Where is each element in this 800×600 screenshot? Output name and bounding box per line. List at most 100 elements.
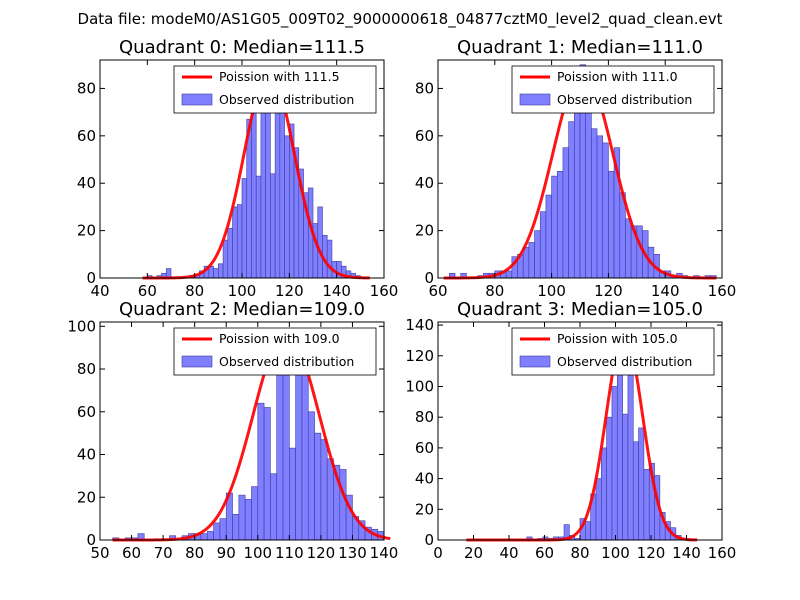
histogram-bar (317, 206, 323, 279)
y-tick-label: 20 (77, 488, 96, 506)
histogram-bar (320, 439, 328, 541)
quadrant-2-legend-bars-label: Observed distribution (219, 354, 354, 369)
quadrant-0-legend-bars-label: Observed distribution (219, 92, 354, 107)
histogram-bar (289, 447, 296, 541)
x-tick-label: 120 (637, 544, 666, 562)
y-tick-label: 20 (415, 222, 434, 240)
histogram-bar (622, 413, 629, 541)
x-tick-label: 100 (537, 282, 566, 300)
y-tick-label: 40 (415, 470, 434, 488)
histogram-bar (326, 458, 334, 541)
x-tick-label: 140 (651, 282, 680, 300)
y-tick-label: 0 (424, 531, 434, 549)
quadrant-1-title: Quadrant 1: Median=111.0 (457, 37, 703, 58)
y-tick-label: 40 (77, 446, 96, 464)
histogram-bar (257, 402, 265, 541)
x-tick-label: 140 (322, 282, 351, 300)
y-tick-label: 140 (405, 316, 434, 334)
x-tick-label: 50 (90, 544, 109, 562)
histogram-bar (251, 486, 259, 541)
quadrant-1-plot: Quadrant 1: Median=111.0 60 80 100 120 140 16… (415, 37, 736, 300)
axes-frame (437, 59, 723, 279)
histogram-bar (611, 386, 618, 541)
histogram-bar (284, 135, 290, 279)
histogram-bar (636, 225, 643, 279)
histogram-bar (263, 407, 271, 541)
quadrant-3-title: Quadrant 3: Median=105.0 (457, 299, 703, 320)
histogram-bar (585, 521, 591, 541)
histogram-bar (227, 227, 233, 279)
quadrant-2-title: Quadrant 2: Median=109.0 (119, 299, 365, 320)
y-tick-label: 40 (415, 174, 434, 192)
y-tick-label: 0 (424, 269, 434, 287)
x-tick-label: 120 (275, 282, 304, 300)
y-tick-label: 80 (77, 79, 96, 97)
quadrant-0-title: Quadrant 0: Median=111.5 (119, 37, 365, 58)
y-tick-label: 60 (77, 403, 96, 421)
histogram-bar (270, 173, 276, 279)
histogram-bar (282, 362, 290, 541)
axes-frame (99, 321, 385, 541)
histogram-bar (643, 469, 650, 541)
y-tick-label: 80 (415, 79, 434, 97)
histogram-bar (638, 427, 645, 541)
histogram-bar (213, 268, 219, 279)
histogram-bar (213, 522, 221, 541)
histogram-bar (528, 242, 535, 279)
y-tick-label: 100 (67, 317, 96, 335)
quadrant-3-plot: Quadrant 3: Median=105.0 0 20 40 60 80 100 120… (405, 299, 736, 562)
histogram-bar (326, 239, 333, 279)
legend-bar-swatch (519, 355, 551, 368)
quadrant-2-bars (112, 353, 385, 541)
histogram-bar (200, 533, 208, 541)
y-tick-label: 20 (77, 222, 96, 240)
quadrant-3-legend-curve-label: Poission with 105.0 (557, 331, 678, 346)
x-tick-label: 100 (243, 544, 272, 562)
histogram-bar (551, 175, 558, 279)
histogram-bar (232, 206, 238, 279)
quadrant-1-legend-curve-label: Poission with 111.0 (557, 69, 678, 84)
histogram-bar (585, 88, 592, 279)
x-tick-label: 120 (594, 282, 623, 300)
histogram-bar (232, 514, 240, 541)
quadrant-1-legend-bars-label: Observed distribution (557, 92, 692, 107)
x-tick-label: 120 (307, 544, 336, 562)
histogram-bar (339, 469, 347, 541)
histogram-bar (314, 432, 322, 541)
x-tick-label: 100 (228, 282, 257, 300)
histogram-bar (238, 494, 246, 541)
histogram-bar (545, 194, 552, 279)
y-tick-label: 100 (405, 377, 434, 395)
histogram-bar (608, 171, 615, 279)
histogram-bar (522, 246, 530, 279)
histogram-bar (625, 218, 632, 279)
y-tick-label: 40 (77, 174, 96, 192)
x-tick-label: 80 (485, 282, 504, 300)
x-tick-label: 90 (217, 544, 236, 562)
x-tick-label: 80 (185, 544, 204, 562)
histogram-bar (276, 353, 284, 541)
quadrant-0-legend-curve-label: Poission with 111.5 (219, 69, 340, 84)
histogram-bar (301, 360, 309, 541)
x-tick-label: 0 (433, 544, 443, 562)
quadrant-3-bars (526, 338, 687, 541)
y-tick-label: 60 (77, 127, 96, 145)
histogram-bar (270, 473, 278, 541)
histogram-bar (595, 478, 602, 541)
histogram-bar (574, 111, 581, 279)
histogram-bar (295, 353, 303, 541)
y-tick-label: 80 (77, 360, 96, 378)
histogram-bar (534, 230, 541, 279)
x-tick-label: 70 (154, 544, 173, 562)
x-tick-label: 80 (185, 282, 204, 300)
histogram-bar (206, 531, 214, 541)
y-tick-label: 60 (415, 439, 434, 457)
histogram-bar (596, 135, 604, 279)
y-tick-label: 60 (415, 127, 434, 145)
quadrant-2-legend-curve-label: Poission with 109.0 (219, 331, 340, 346)
quadrant-3-legend-bars-label: Observed distribution (557, 354, 692, 369)
quadrant-0-plot: Quadrant 0: Median=111.5 40 60 80 100 120 140… (77, 37, 398, 300)
quadrant-0-bars (147, 78, 361, 279)
figure-suptitle: Data file: modeM0/AS1G05_009T02_90000006… (78, 10, 723, 29)
